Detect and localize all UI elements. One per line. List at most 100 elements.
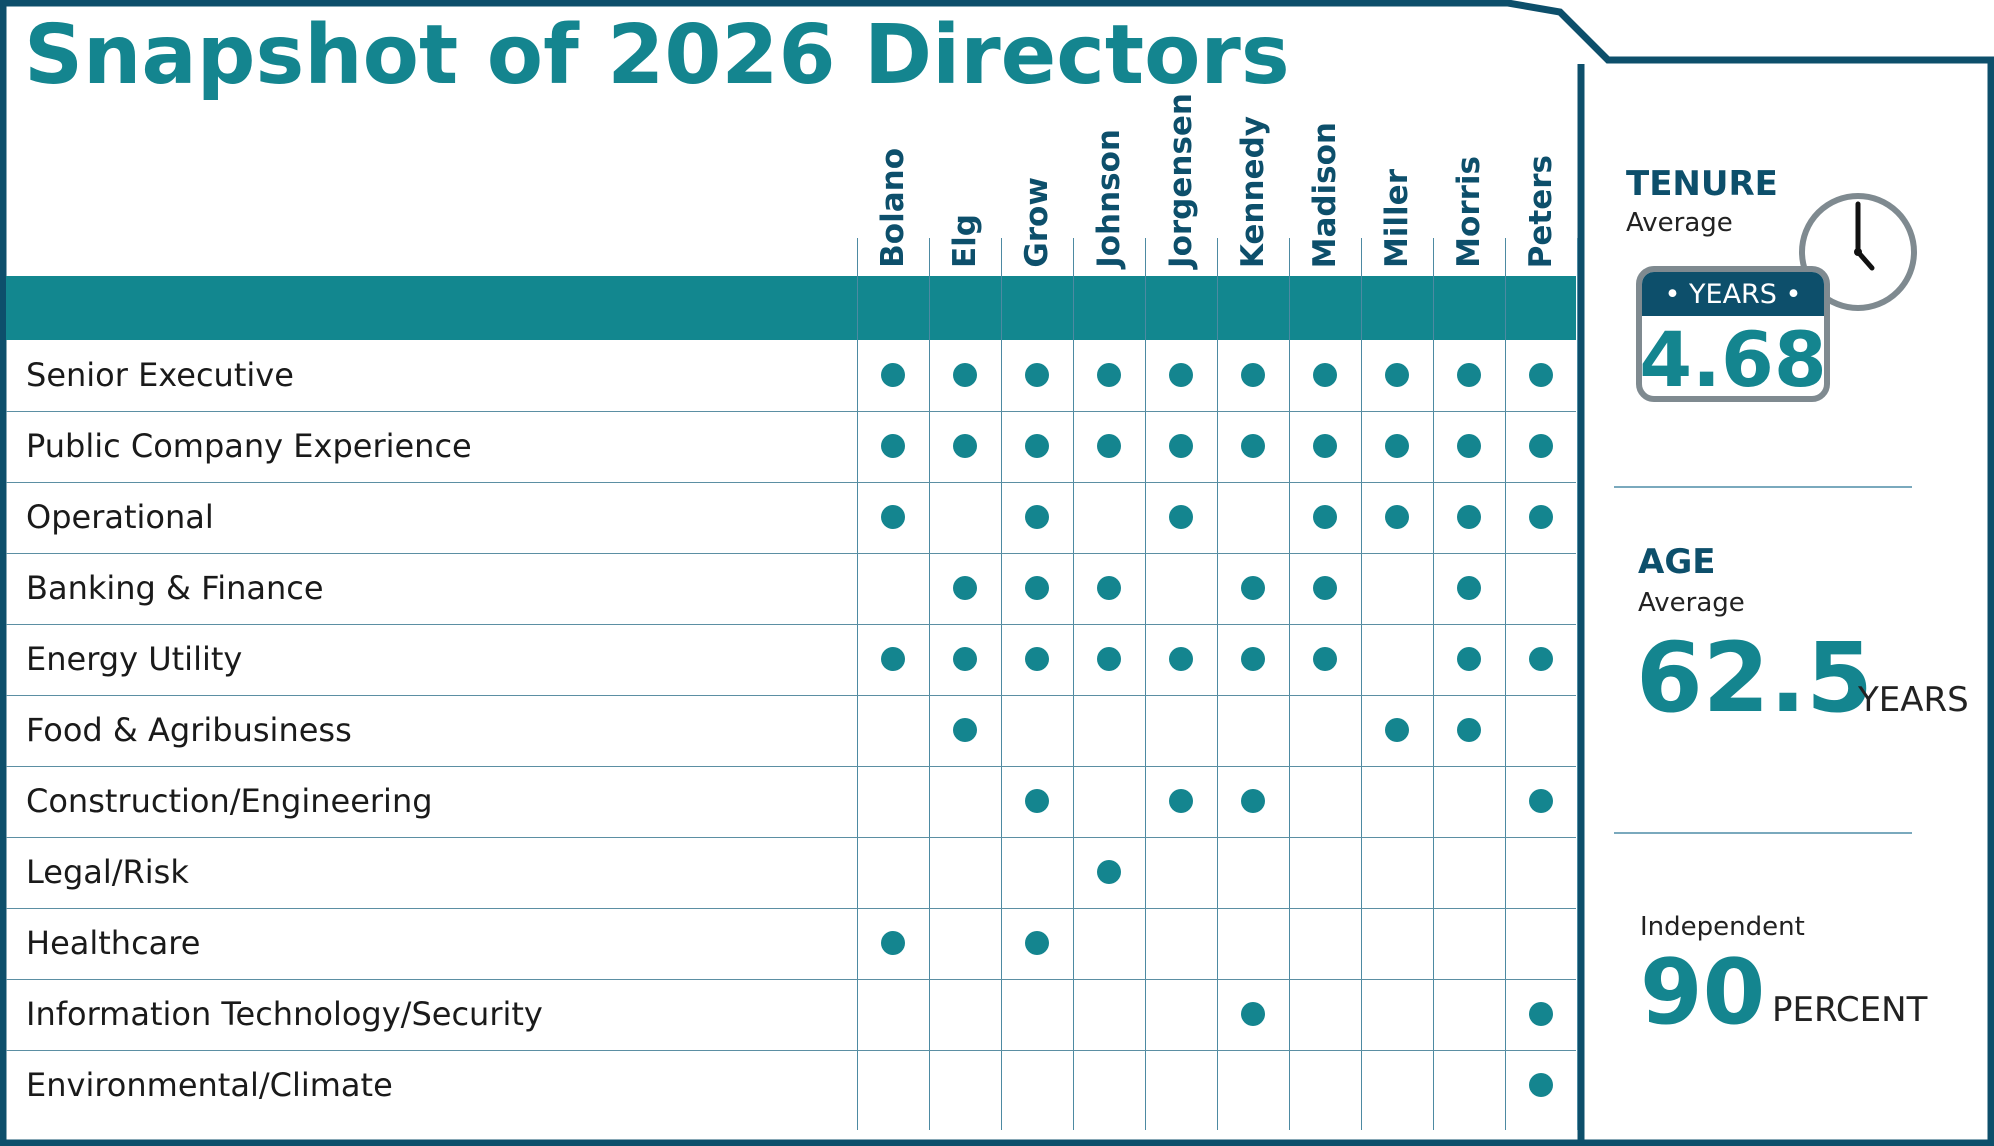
skill-dot [1025, 647, 1049, 671]
row-divider [6, 553, 1576, 554]
skill-dot [1169, 434, 1193, 458]
tenure-heading: TENURE [1626, 164, 1778, 204]
skill-label: Food & Agribusiness [26, 711, 352, 749]
age-unit: YEARS [1858, 680, 1969, 720]
column-divider [1361, 238, 1362, 1130]
column-divider [1577, 238, 1578, 1130]
row-divider [6, 908, 1576, 909]
director-name-label: Grow [1019, 177, 1055, 268]
director-name: Bolano [857, 88, 929, 268]
row-divider [6, 482, 1576, 483]
row-divider [6, 1050, 1576, 1051]
skill-dot [881, 505, 905, 529]
skill-dot [953, 434, 977, 458]
column-divider [1505, 238, 1506, 1130]
skill-dot [1457, 718, 1481, 742]
skill-dot [953, 363, 977, 387]
tenure-badge: • YEARS • [1642, 272, 1824, 316]
skill-dot [1529, 1002, 1553, 1026]
header-band [6, 276, 1576, 340]
skill-dot [1529, 1073, 1553, 1097]
column-divider [857, 238, 858, 1130]
director-name: Grow [1001, 88, 1073, 268]
skill-dot [1025, 931, 1049, 955]
age-heading: AGE [1638, 542, 1716, 582]
skill-dot [1241, 576, 1265, 600]
skill-dot [881, 647, 905, 671]
skill-dot [1457, 434, 1481, 458]
skill-dot [1169, 363, 1193, 387]
independent-unit: PERCENT [1772, 990, 1928, 1030]
row-divider [6, 695, 1576, 696]
column-divider [1433, 238, 1434, 1130]
skill-label: Public Company Experience [26, 427, 472, 465]
age-subtitle: Average [1638, 588, 1745, 618]
tenure-subtitle: Average [1626, 208, 1733, 238]
skill-dot [1241, 1002, 1265, 1026]
skill-dot [1529, 789, 1553, 813]
director-name: Elg [929, 88, 1001, 268]
column-divider [1073, 238, 1074, 1130]
director-name: Jorgensen [1145, 88, 1217, 268]
director-name: Johnson [1073, 88, 1145, 268]
skill-dot [1529, 434, 1553, 458]
skill-label: Energy Utility [26, 640, 243, 678]
skill-label: Legal/Risk [26, 853, 189, 891]
director-name-label: Kennedy [1235, 115, 1271, 268]
skill-dot [1025, 789, 1049, 813]
skill-dot [1529, 647, 1553, 671]
director-name: Kennedy [1217, 88, 1289, 268]
tenure-value: 4.68 [1639, 314, 1827, 402]
skill-dot [1529, 363, 1553, 387]
director-name-label: Madison [1307, 121, 1343, 268]
skill-dot [1385, 718, 1409, 742]
director-name-label: Bolano [875, 148, 911, 268]
director-name: Miller [1361, 88, 1433, 268]
calendar-icon: • YEARS • 4.68 [1636, 266, 1830, 402]
skill-dot [953, 647, 977, 671]
skill-label: Information Technology/Security [26, 995, 543, 1033]
skill-dot [1385, 363, 1409, 387]
row-divider [6, 766, 1576, 767]
skill-label: Healthcare [26, 924, 201, 962]
skill-dot [1313, 576, 1337, 600]
skill-dot [1457, 505, 1481, 529]
column-divider [1145, 238, 1146, 1130]
skill-dot [1457, 647, 1481, 671]
row-divider [6, 624, 1576, 625]
stat-divider [1614, 486, 1912, 488]
stat-divider [1614, 832, 1912, 834]
skill-dot [1313, 647, 1337, 671]
skill-dot [1385, 505, 1409, 529]
independent-value: 90 [1640, 940, 1766, 1045]
age-value: 62.5 [1636, 622, 1873, 734]
director-name-label: Morris [1451, 156, 1487, 268]
skill-dot [881, 931, 905, 955]
skill-dot [1169, 789, 1193, 813]
skill-dot [1313, 434, 1337, 458]
director-name-label: Miller [1379, 168, 1415, 268]
skill-label: Banking & Finance [26, 569, 324, 607]
row-divider [6, 837, 1576, 838]
skill-dot [881, 363, 905, 387]
director-name-label: Elg [947, 214, 983, 268]
row-divider [6, 979, 1576, 980]
independent-label: Independent [1640, 912, 1805, 942]
skill-dot [1097, 576, 1121, 600]
skill-dot [1169, 505, 1193, 529]
skill-dot [953, 718, 977, 742]
skill-dot [1241, 434, 1265, 458]
skill-dot [953, 576, 977, 600]
director-name: Peters [1505, 88, 1577, 268]
director-name-label: Peters [1523, 154, 1559, 268]
skill-dot [1169, 647, 1193, 671]
skill-dot [1241, 647, 1265, 671]
skill-label: Environmental/Climate [26, 1066, 393, 1104]
column-divider [1289, 238, 1290, 1130]
skill-dot [1457, 363, 1481, 387]
column-divider [1001, 238, 1002, 1130]
skill-dot [1385, 434, 1409, 458]
skill-label: Construction/Engineering [26, 782, 433, 820]
row-divider [6, 411, 1576, 412]
column-divider [1217, 238, 1218, 1130]
